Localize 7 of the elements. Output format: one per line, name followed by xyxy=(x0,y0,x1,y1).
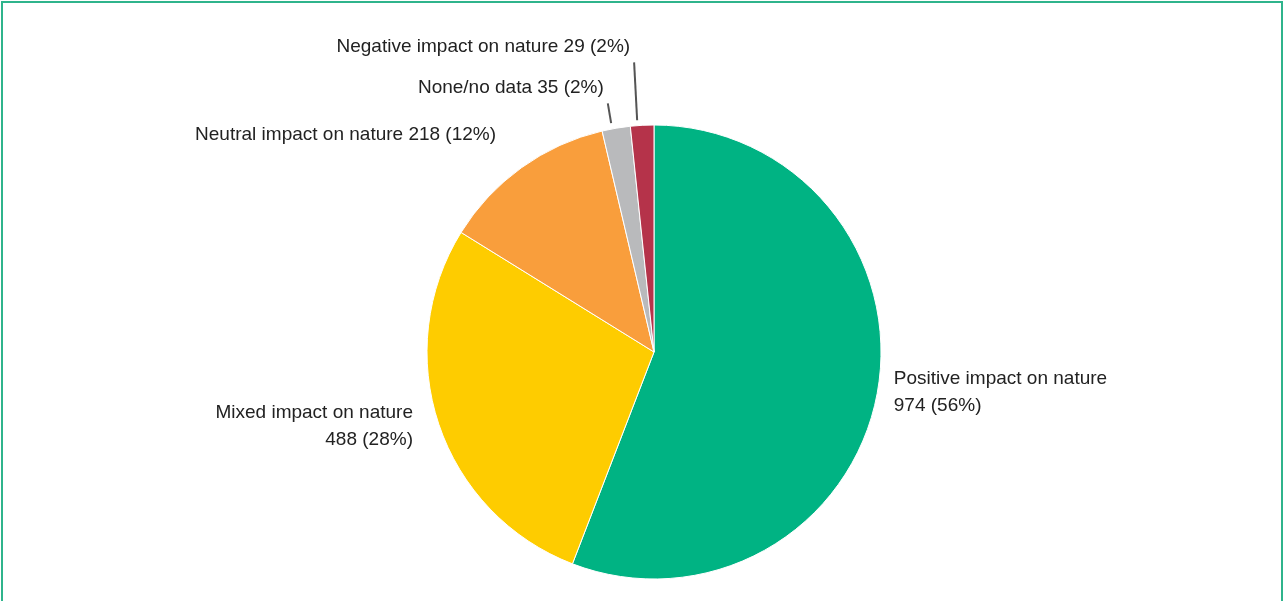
slice-label: Mixed impact on nature xyxy=(215,401,413,423)
slice-label: Positive impact on nature xyxy=(893,367,1108,389)
slice-label: None/no data 35 (2%) xyxy=(417,76,604,98)
data-label: 488 (28%) xyxy=(325,428,413,450)
data-label: 974 (56%) xyxy=(893,394,982,416)
slice-label: Neutral impact on nature 218 (12%) xyxy=(195,123,497,145)
slice-label: Negative impact on nature 29 (2%) xyxy=(336,35,631,57)
